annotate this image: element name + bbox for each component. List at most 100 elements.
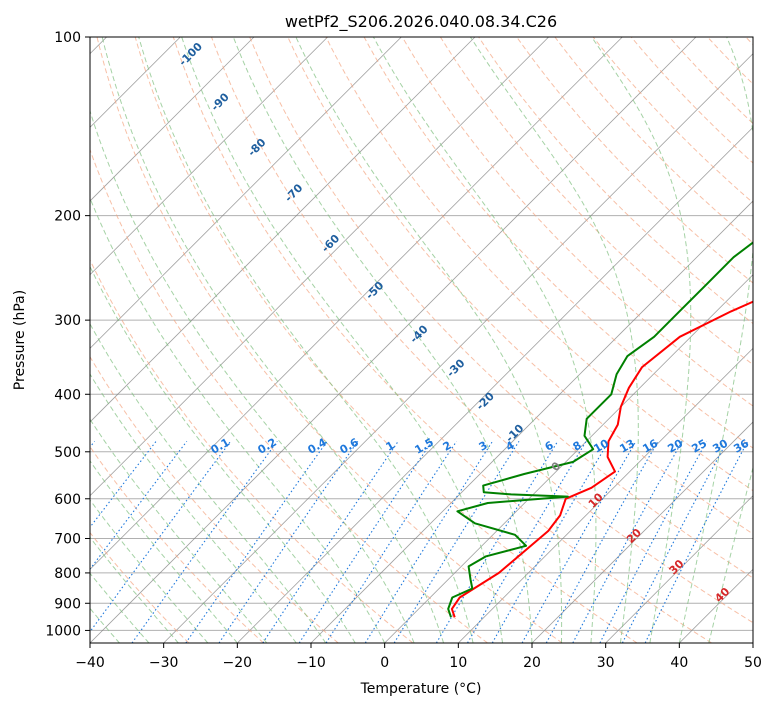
temperature-profile [450,300,753,618]
moist-adiabat-line [90,499,209,643]
dry-adiabat-line [134,37,638,643]
mixing-ratio-line [262,440,399,643]
mixing-ratio-line [393,441,520,643]
dry-adiabat-line [401,37,753,407]
isotherm-line [90,37,402,349]
mixing-ratio-label: 0.1 [209,436,232,457]
mixing-ratio-line [185,440,328,643]
moist-adiabat-label: -90 [209,90,232,113]
mixing-ratio-line [644,441,749,643]
moist-adiabat-line [469,37,639,643]
y-tick-label: 800 [54,566,81,582]
isotherm-line [90,37,328,276]
mixing-ratio-line [491,441,610,643]
moist-adiabat-line [90,373,297,643]
dry-adiabat-line [90,258,414,643]
dry-adiabat-line [90,531,190,643]
mixing-ratio-line [435,441,559,643]
x-tick-label: 10 [449,655,467,671]
dewpoint-profile [447,241,753,618]
moist-adiabat-line [181,37,503,643]
plot-area [90,37,753,643]
moist-adiabat-line [678,37,753,643]
dry-adiabat-line [172,37,712,643]
x-tick-label: −40 [75,655,105,671]
mixing-ratio-line [364,441,493,643]
mixing-ratio-line [545,441,659,643]
dry-adiabat-line [669,37,753,125]
moist-adiabat-label: -50 [363,279,386,302]
isotherm-line [237,126,753,643]
x-tick-label: 20 [523,655,541,671]
mixing-ratio-line [325,440,457,643]
moist-adiabat-label: -80 [245,136,268,159]
mixing-ratio-label: 1.5 [413,436,436,457]
mixing-ratio-label: 25 [689,437,709,456]
moist-adiabat-line [90,197,386,643]
mixing-ratio-label: 16 [640,437,660,456]
dry-adiabat-line [707,37,753,85]
isotherm-line [679,568,753,643]
mixing-ratio-line [572,441,683,643]
isotherm-line [90,37,476,423]
dry-adiabat-line [211,37,753,624]
mixing-ratio-line [521,441,637,643]
moist-adiabat-line [101,37,445,643]
x-tick-label: 30 [597,655,615,671]
isotherm-label: 30 [667,557,687,577]
moist-adiabat-label: -20 [474,389,497,412]
mixing-ratio-line [621,441,728,643]
y-tick-label: 600 [54,492,81,508]
isotherm-line [90,37,623,570]
mixing-ratio-label: 30 [710,437,730,456]
y-tick-label: 100 [54,30,81,46]
x-tick-label: 40 [670,655,688,671]
dry-adiabat-line [363,37,753,449]
dry-adiabat-line [96,37,563,643]
moist-adiabat-line [232,37,533,643]
dry-adiabat-line [745,37,753,46]
dry-adiabat-line [592,37,753,204]
axes: −40 −30 −20 −10 0 10 20 30 40 50 1000 900 800 700 600 5… [45,30,762,671]
y-tick-label: 300 [54,313,81,329]
chart-title: wetPf2_S206.2026.040.08.34.C26 [285,12,557,32]
isotherm-line [531,421,753,643]
mixing-ratio-label: 0.6 [338,435,362,456]
moist-adiabat-line [90,418,268,643]
x-tick-label: 50 [744,655,762,671]
moist-adiabat-label: -40 [407,322,430,345]
y-axis-label: Pressure (hPa) [12,290,28,390]
isotherm-line [458,347,753,643]
mixing-ratio-line [218,440,359,643]
moist-adiabat-line [90,109,415,643]
dry-adiabat-line [325,37,753,492]
moist-adiabat-line [372,37,597,643]
isotherm-line [605,495,753,643]
y-tick-label: 900 [54,596,81,612]
x-tick-label: −20 [223,655,253,671]
mixing-ratio-label: 0.2 [256,436,279,457]
isotherm-line [384,274,753,643]
isotherm-label: 20 [624,526,644,546]
y-tick-label: 1000 [45,623,81,639]
mixing-ratio-line [90,440,232,633]
isotherm-label: 40 [712,585,732,605]
isotherm-line [90,37,255,202]
plot-frame [89,36,754,644]
isotherm-line [163,53,753,643]
dry-adiabat-line [90,355,339,643]
mixing-ratio-label: 13 [617,437,637,456]
x-axis-label: Temperature (°C) [360,681,482,697]
y-tick-label: 400 [54,387,81,403]
mixing-ratio-line [467,441,587,643]
moist-adiabat-label: -60 [319,232,342,255]
dry-adiabat-line [90,445,264,643]
x-tick-label: 0 [380,655,389,671]
moist-adiabat-label: -30 [444,356,467,379]
isotherm-line [90,37,697,643]
dry-adiabat-line [516,37,753,284]
mixing-ratio-label: 0.4 [306,435,330,456]
moist-adiabat-line [90,322,327,643]
isotherm-line [310,200,753,643]
